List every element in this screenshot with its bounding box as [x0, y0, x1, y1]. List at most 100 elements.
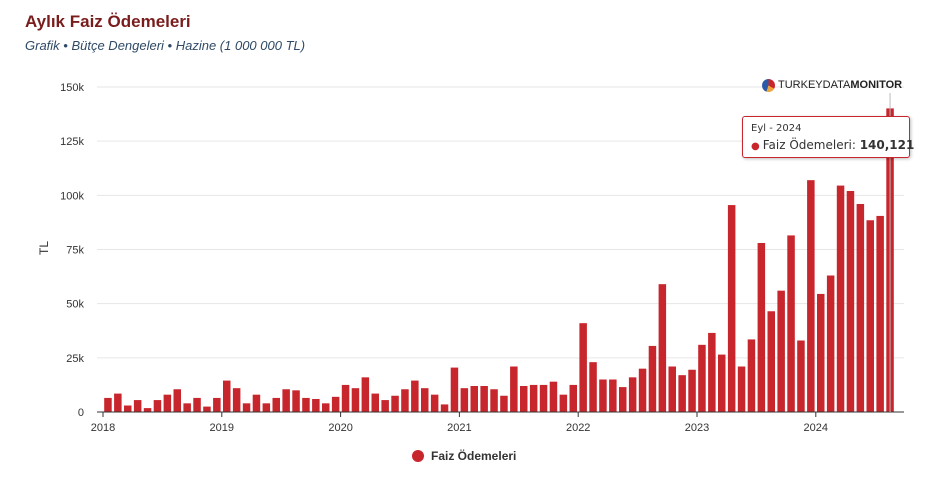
- bar[interactable]: [520, 386, 528, 412]
- bar[interactable]: [678, 375, 686, 412]
- bar[interactable]: [549, 381, 558, 412]
- y-tick-label: 50k: [66, 299, 84, 311]
- bar[interactable]: [589, 362, 597, 412]
- x-tick-label: 2019: [210, 422, 234, 434]
- tooltip: Eyl - 2024 ● Faiz Ödemeleri: 140,121: [742, 116, 914, 158]
- bar[interactable]: [361, 377, 370, 412]
- bar[interactable]: [777, 290, 785, 412]
- bar[interactable]: [272, 397, 281, 412]
- bar[interactable]: [737, 366, 746, 413]
- bar[interactable]: [866, 220, 875, 412]
- bar[interactable]: [133, 400, 142, 412]
- bar[interactable]: [480, 386, 488, 412]
- bar[interactable]: [223, 380, 231, 412]
- bar[interactable]: [460, 388, 469, 412]
- bar[interactable]: [381, 400, 389, 412]
- bar[interactable]: [411, 380, 419, 412]
- bar[interactable]: [718, 354, 726, 412]
- bar[interactable]: [688, 369, 696, 412]
- bar[interactable]: [619, 387, 627, 412]
- y-tick-label: 0: [78, 407, 84, 419]
- x-tick-label: 2021: [447, 422, 471, 434]
- chart-title: Aylık Faiz Ödemeleri: [25, 12, 191, 31]
- bar[interactable]: [371, 393, 380, 412]
- bar[interactable]: [341, 384, 350, 412]
- bar[interactable]: [213, 397, 221, 412]
- bar[interactable]: [322, 403, 330, 412]
- x-tick-label: 2018: [91, 422, 115, 434]
- bar[interactable]: [727, 205, 736, 412]
- bar[interactable]: [430, 394, 439, 412]
- bar[interactable]: [807, 180, 815, 412]
- x-tick-label: 2020: [328, 422, 352, 434]
- bar[interactable]: [312, 399, 320, 412]
- bar[interactable]: [331, 396, 340, 412]
- bar[interactable]: [856, 204, 865, 412]
- bar[interactable]: [193, 397, 201, 412]
- bar[interactable]: [490, 389, 498, 412]
- bar[interactable]: [450, 367, 459, 412]
- bar[interactable]: [173, 389, 182, 412]
- bar[interactable]: [797, 340, 805, 413]
- bar[interactable]: [648, 345, 657, 412]
- bar[interactable]: [708, 332, 716, 412]
- bar[interactable]: [470, 386, 479, 412]
- bar[interactable]: [252, 394, 261, 412]
- legend-label: Faiz Ödemeleri: [431, 449, 517, 463]
- bar[interactable]: [836, 185, 845, 412]
- bar[interactable]: [124, 405, 132, 413]
- bar[interactable]: [579, 323, 587, 412]
- bar[interactable]: [510, 366, 518, 413]
- bar[interactable]: [183, 403, 191, 412]
- bar[interactable]: [232, 388, 241, 412]
- bar[interactable]: [846, 191, 855, 412]
- bar[interactable]: [401, 389, 409, 412]
- bar[interactable]: [421, 388, 429, 412]
- x-tick-label: 2024: [804, 422, 828, 434]
- bar[interactable]: [163, 394, 172, 412]
- legend-dot-icon: [412, 450, 424, 462]
- bar[interactable]: [539, 384, 548, 412]
- bar[interactable]: [609, 379, 617, 413]
- bar[interactable]: [628, 377, 637, 412]
- bar[interactable]: [203, 406, 211, 412]
- x-tick-label: 2022: [566, 422, 590, 434]
- bar[interactable]: [153, 400, 162, 412]
- bar[interactable]: [638, 368, 647, 412]
- bar[interactable]: [817, 293, 825, 412]
- bar[interactable]: [262, 403, 271, 412]
- tooltip-value: 140,121: [859, 138, 915, 152]
- bar[interactable]: [787, 235, 795, 412]
- bar[interactable]: [599, 379, 607, 413]
- bar[interactable]: [242, 403, 251, 412]
- bar[interactable]: [747, 339, 756, 412]
- bar[interactable]: [143, 408, 152, 412]
- chart-subtitle: Grafik • Bütçe Dengeleri • Hazine (1 000…: [25, 38, 306, 53]
- bar[interactable]: [876, 215, 884, 412]
- bar[interactable]: [440, 404, 449, 412]
- bar[interactable]: [302, 397, 310, 412]
- bar[interactable]: [500, 395, 508, 412]
- bar[interactable]: [698, 344, 706, 412]
- bar[interactable]: [282, 389, 290, 412]
- bar[interactable]: [569, 384, 578, 412]
- bar[interactable]: [757, 243, 766, 412]
- bar[interactable]: [351, 388, 360, 412]
- legend-item-faiz-odemeleri[interactable]: Faiz Ödemeleri: [412, 449, 516, 463]
- bar[interactable]: [104, 397, 112, 412]
- bar[interactable]: [826, 275, 835, 413]
- x-axis-ticks: 2018 2019 2020 2021 2022 2023 2024: [91, 412, 828, 434]
- tooltip-series-dot-icon: ●: [751, 141, 760, 152]
- bar[interactable]: [292, 390, 300, 412]
- brand-logo: TURKEY DATA MONITOR: [762, 77, 902, 93]
- y-axis-ticks: 0 25k 50k 75k 100k 125k 150k: [60, 82, 84, 419]
- bar[interactable]: [658, 284, 667, 412]
- tooltip-row: ● Faiz Ödemeleri: 140,121: [751, 138, 915, 152]
- bar[interactable]: [559, 394, 568, 412]
- bar[interactable]: [529, 384, 538, 412]
- bar[interactable]: [767, 311, 776, 412]
- bar[interactable]: [114, 393, 122, 412]
- bar[interactable]: [391, 395, 399, 412]
- bar[interactable]: [668, 366, 677, 413]
